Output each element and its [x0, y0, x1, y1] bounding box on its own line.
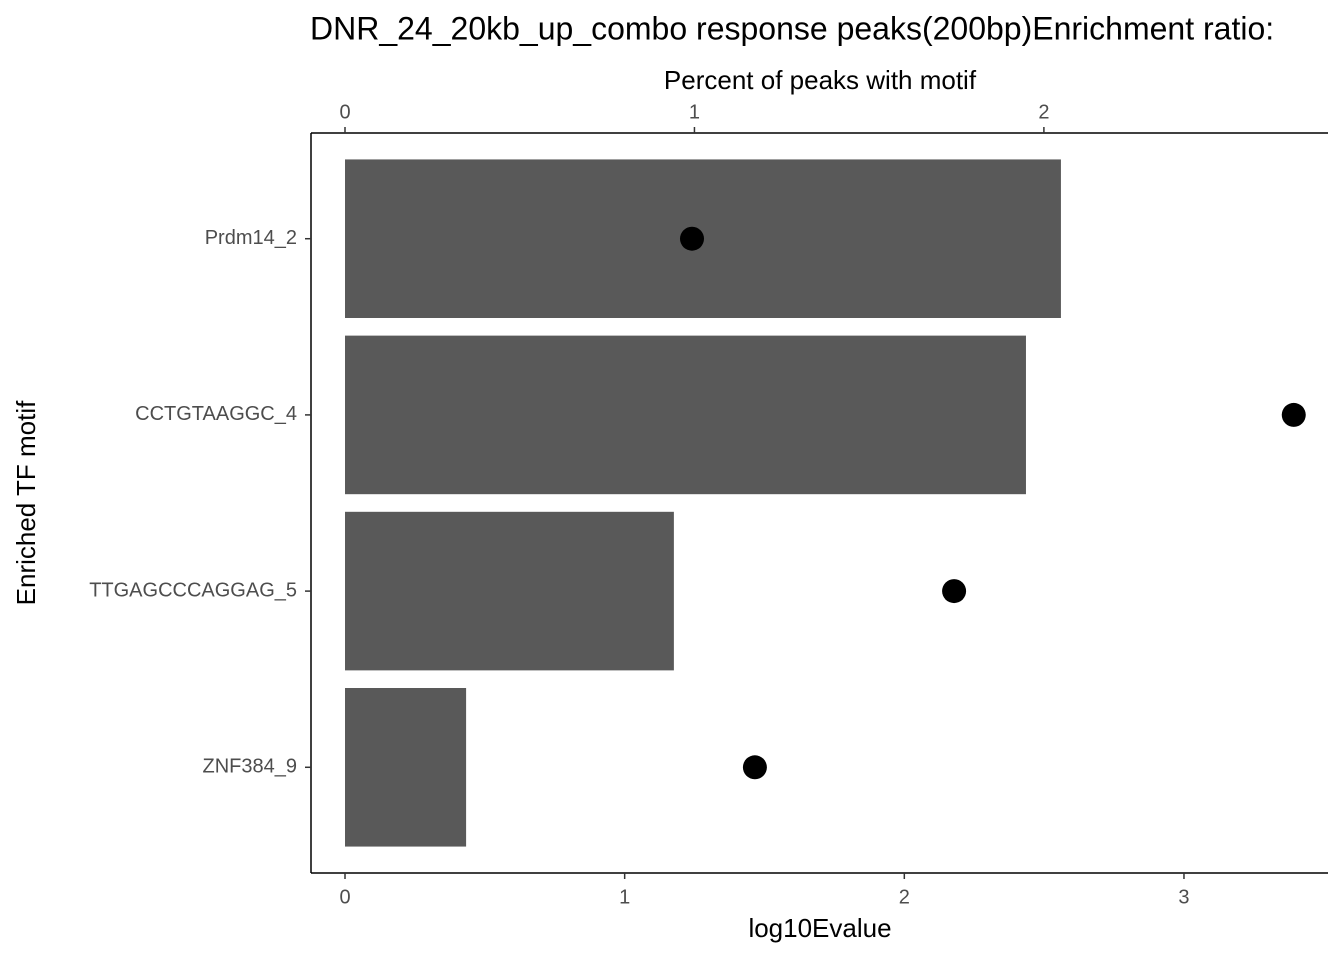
- x2-tick-label: 0: [339, 101, 350, 123]
- y-tick-label: CCTGTAAGGC_4: [135, 403, 297, 425]
- x2-tick-label: 1: [689, 101, 700, 123]
- y-tick-label: TTGAGCCCAGGAG_5: [89, 579, 297, 601]
- x-tick-label: 0: [339, 886, 350, 908]
- bar: [345, 335, 1026, 495]
- x-tick-label: 3: [1178, 886, 1189, 908]
- bar: [345, 688, 467, 847]
- y-axis-title: Enriched TF motif: [11, 400, 41, 605]
- point: [680, 226, 705, 251]
- x-tick-label: 2: [899, 886, 910, 908]
- y-tick-label: Prdm14_2: [205, 227, 297, 249]
- y-tick-label: ZNF384_9: [203, 756, 298, 778]
- point: [1281, 402, 1306, 427]
- chart-title: DNR_24_20kb_up_combo response peaks(200b…: [310, 10, 1274, 46]
- x-axis-title: log10Evalue: [748, 913, 891, 943]
- x-tick-label: 1: [619, 886, 630, 908]
- point: [742, 755, 767, 780]
- bar: [345, 511, 674, 671]
- point: [942, 579, 967, 604]
- x2-tick-label: 2: [1038, 101, 1049, 123]
- x2-axis-title: Percent of peaks with motif: [664, 65, 977, 95]
